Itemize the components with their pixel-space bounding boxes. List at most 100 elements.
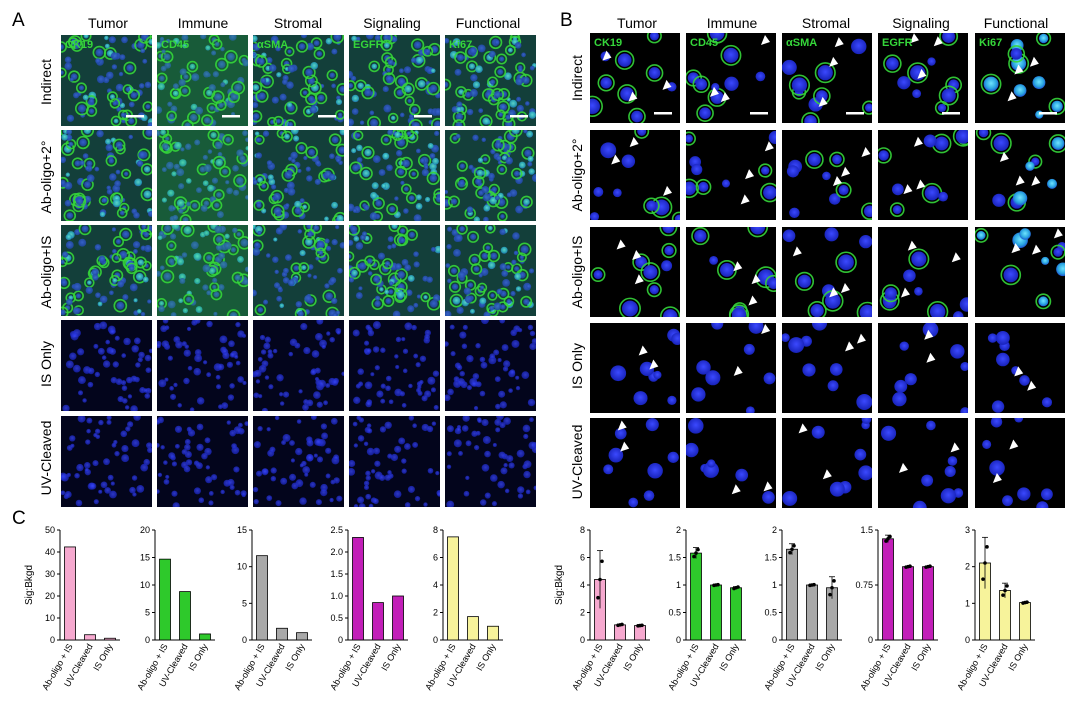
- y-tick-label: 0: [772, 635, 777, 645]
- panel-a-row-indirect: Indirect: [38, 59, 54, 105]
- scale-bar: [654, 112, 672, 115]
- bar: [296, 632, 308, 641]
- micrograph-tile: [445, 416, 536, 507]
- bar: [902, 566, 914, 641]
- y-tick-label: 3: [965, 525, 970, 535]
- y-tick-label: 2: [676, 525, 681, 535]
- micrograph-tile: [590, 227, 680, 317]
- arrowhead-icon: [834, 37, 844, 48]
- y-tick-label: 20: [45, 591, 55, 601]
- y-tick-label: 1.5: [860, 525, 873, 535]
- panel-a-col-functional: Functional: [456, 15, 521, 31]
- bar: [84, 634, 96, 641]
- arrowhead-icon: [926, 352, 936, 363]
- replicate-point: [832, 579, 836, 583]
- arrowhead-icon: [740, 194, 750, 205]
- bar: [922, 566, 934, 641]
- arrowhead-icon: [1009, 439, 1019, 450]
- bar: [447, 536, 459, 641]
- arrowhead-icon: [720, 91, 730, 102]
- category-label: IS Only: [186, 642, 210, 673]
- micrograph-tile: [157, 35, 248, 126]
- panel-a-col-signaling: Signaling: [363, 15, 421, 31]
- category-label: IS Only: [717, 642, 741, 673]
- arrowhead-icon: [822, 469, 832, 480]
- y-tick-label: 5: [242, 598, 247, 608]
- y-axis-label: Sig:Bkgd: [24, 565, 35, 605]
- micrograph-tile: [878, 130, 968, 220]
- scale-bar: [318, 115, 336, 118]
- micrograph-tile: [445, 35, 536, 126]
- category-label: IS Only: [379, 642, 403, 673]
- panel-b-col-immune: Immune: [707, 15, 758, 31]
- bar: [179, 591, 191, 641]
- arrowhead-icon: [634, 274, 644, 285]
- arrowhead-icon: [1053, 228, 1063, 239]
- micrograph-tile: [782, 130, 872, 220]
- panel-b-col-signaling: Signaling: [892, 15, 950, 31]
- y-tick-label: 1: [676, 580, 681, 590]
- y-tick-label: 0: [580, 635, 585, 645]
- bar: [467, 616, 479, 641]
- category-label: IS Only: [813, 642, 837, 673]
- micrograph-tile: [61, 416, 152, 507]
- y-tick-label: 2.5: [330, 525, 343, 535]
- panel-b-row-ab-oligo-2: Ab-oligo+2°: [569, 139, 585, 212]
- arrowhead-icon: [900, 287, 910, 298]
- bar: [104, 637, 116, 641]
- y-tick-label: 4: [433, 580, 438, 590]
- replicate-point: [985, 545, 989, 549]
- arrowhead-icon: [733, 261, 743, 272]
- y-tick-label: 20: [140, 525, 150, 535]
- replicate-point: [600, 559, 604, 564]
- bar: [882, 538, 894, 641]
- y-tick-label: 0.5: [764, 608, 777, 618]
- y-tick-label: 5: [145, 608, 150, 618]
- arrowhead-icon: [663, 185, 673, 196]
- y-tick-label: 10: [237, 562, 247, 572]
- scale-bar: [1039, 112, 1057, 115]
- y-tick-label: 0: [145, 635, 150, 645]
- micrograph-tile: [349, 320, 440, 411]
- micrograph-tile: [975, 418, 1065, 508]
- micrograph-tile: [61, 35, 152, 126]
- y-tick-label: 1.5: [668, 553, 681, 563]
- y-tick-label: 10: [45, 613, 55, 623]
- arrowhead-icon: [792, 246, 802, 257]
- micrograph-tile: [253, 130, 344, 221]
- B-marker-label: αSMA: [786, 37, 817, 49]
- replicate-point: [928, 564, 932, 569]
- arrowhead-icon: [745, 169, 755, 180]
- panel-b-col-tumor: Tumor: [617, 15, 657, 31]
- arrowhead-icon: [917, 68, 927, 79]
- arrowhead-icon: [649, 359, 659, 370]
- category-label: IS Only: [474, 642, 498, 673]
- micrograph-tile: [878, 323, 968, 413]
- replicate-point: [888, 534, 892, 539]
- arrowhead-icon: [832, 175, 842, 186]
- micrograph-tile: [253, 35, 344, 126]
- replicate-point: [792, 543, 796, 548]
- B-marker-label: CD45: [690, 37, 718, 49]
- arrowhead-icon: [933, 36, 943, 47]
- bar: [392, 595, 404, 641]
- panel-a-column-headers: Tumor Immune Stromal Signaling Functiona…: [88, 15, 520, 31]
- bar: [710, 584, 722, 641]
- micrograph-tile: [349, 35, 440, 126]
- B-marker-label: CK19: [594, 37, 622, 49]
- arrowhead-icon: [829, 56, 839, 67]
- bar: [1019, 602, 1031, 641]
- scale-bar: [222, 115, 240, 118]
- panel-letter-a: A: [12, 10, 25, 31]
- arrowhead-icon: [950, 442, 960, 453]
- y-tick-label: 2: [580, 608, 585, 618]
- arrowhead-icon: [845, 341, 855, 352]
- panel-b-micrograph-grid: [590, 33, 1065, 508]
- panel-a-row-ab-oligo-is: Ab-oligo+IS: [38, 236, 54, 309]
- arrowhead-icon: [662, 79, 672, 90]
- A-marker-label: CK19: [65, 39, 93, 51]
- panel-a-row-is-only: IS Only: [38, 341, 54, 387]
